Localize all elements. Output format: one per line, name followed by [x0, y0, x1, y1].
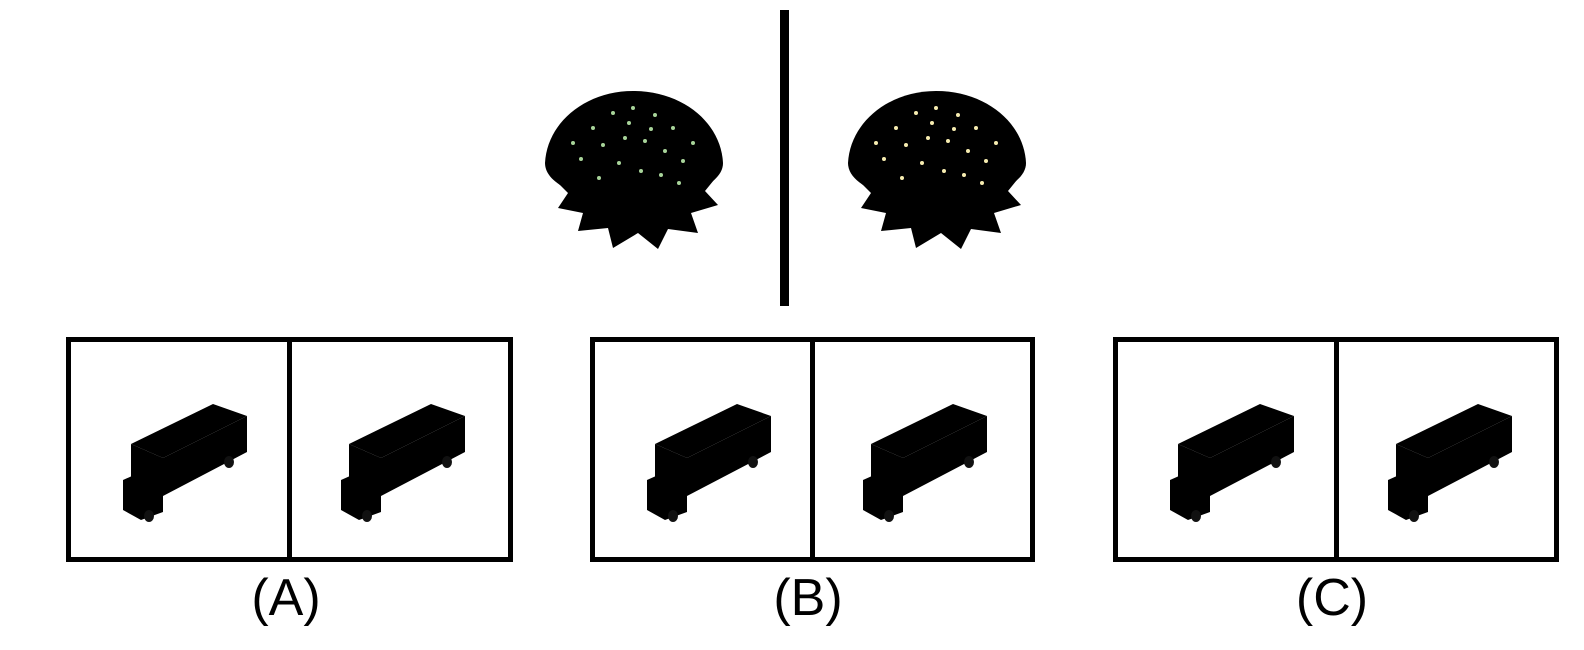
green-burger-icon: .g .b-dark{fill:#2f6e10}.g .b-mid{fill:#…: [533, 83, 733, 258]
option-b-panel[interactable]: .yb .bus-roof{fill:#f0dc2a}.yb .bus-side…: [590, 337, 1035, 562]
gray-bus-icon: .gb .bus-roof{fill:#b4b4b4}.gb .bus-side…: [1386, 392, 1516, 522]
reference-divider: [780, 10, 789, 306]
option-c-panel[interactable]: .gb .bus-roof{fill:#b4b4b4}.gb .bus-side…: [1113, 337, 1559, 562]
purple-bus-icon: .p .bus-roof{fill:#6a5bd0}.p .bus-side{f…: [121, 392, 251, 522]
purple-bus-icon: [339, 392, 469, 522]
yellow-burger-icon: .y .b-dark{fill:#b6b000}.y .b-mid{fill:#…: [836, 83, 1036, 258]
option-a-divider: [287, 342, 292, 557]
option-b-label: (B): [773, 569, 843, 627]
option-c-label: (C): [1295, 569, 1369, 627]
option-a-label: (A): [251, 569, 321, 627]
option-c-divider: [1334, 342, 1339, 557]
purple-bus-icon: [1168, 392, 1298, 522]
yellow-bus-icon: .yb .bus-roof{fill:#f0dc2a}.yb .bus-side…: [861, 392, 991, 522]
purple-bus-icon: [645, 392, 775, 522]
option-a-panel[interactable]: .p .bus-roof{fill:#6a5bd0}.p .bus-side{f…: [66, 337, 513, 562]
option-b-divider: [810, 342, 815, 557]
